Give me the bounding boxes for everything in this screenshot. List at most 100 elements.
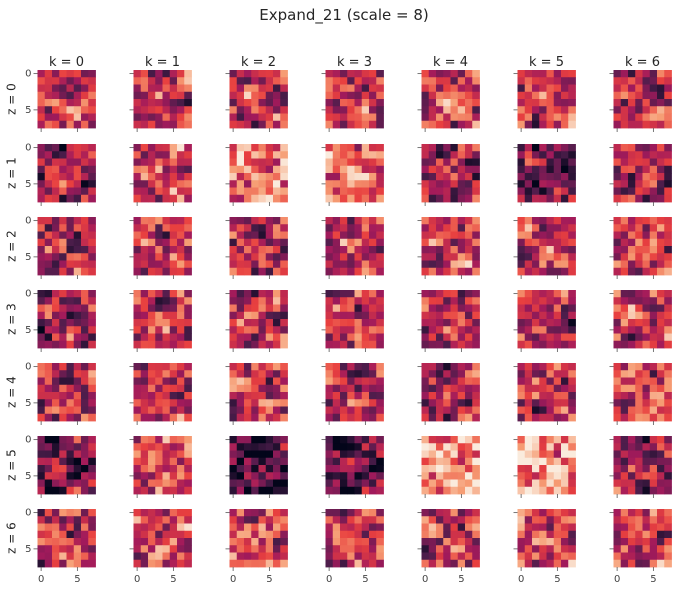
heatmap-cell bbox=[133, 217, 142, 225]
heatmap-cell bbox=[347, 399, 355, 407]
heatmap-cell bbox=[184, 304, 192, 313]
heatmap-cell bbox=[369, 144, 377, 152]
column-label: k = 0 bbox=[49, 55, 84, 70]
heatmap-cell bbox=[133, 326, 142, 334]
heatmap-cell bbox=[553, 84, 562, 93]
heatmap-cell bbox=[664, 370, 672, 378]
heatmap-cell bbox=[347, 392, 355, 400]
heatmap-cell bbox=[66, 472, 75, 480]
heatmap-cell bbox=[44, 377, 53, 386]
heatmap-cell bbox=[236, 363, 245, 371]
heatmap-cell bbox=[52, 290, 60, 298]
heatmap-cell bbox=[546, 91, 555, 100]
heatmap-cell bbox=[532, 77, 540, 85]
y-tick-label: 0 bbox=[25, 435, 31, 446]
heatmap-cell bbox=[649, 326, 658, 334]
heatmap-cell bbox=[369, 120, 377, 129]
heatmap-cell bbox=[613, 70, 622, 78]
heatmap-cell bbox=[184, 326, 192, 334]
heatmap-cell bbox=[236, 311, 245, 320]
heatmap-cell bbox=[273, 173, 281, 181]
heatmap-cell bbox=[52, 436, 60, 444]
heatmap-cell bbox=[66, 326, 75, 334]
heatmap-cell bbox=[635, 311, 643, 320]
heatmap-cell bbox=[81, 290, 89, 298]
heatmap-cell bbox=[620, 450, 629, 459]
heatmap-cell bbox=[140, 340, 149, 349]
heatmap-cell bbox=[229, 392, 238, 400]
heatmap-cell bbox=[613, 399, 622, 407]
heatmap-cell bbox=[421, 413, 430, 422]
heatmap-cell bbox=[44, 253, 53, 261]
heatmap-cell bbox=[244, 340, 252, 349]
heatmap-cell bbox=[325, 370, 334, 378]
heatmap-cell bbox=[354, 340, 363, 349]
heatmap-cell bbox=[325, 70, 334, 78]
heatmap-cell bbox=[37, 545, 46, 553]
heatmap-cell bbox=[184, 77, 192, 85]
heatmap-cell bbox=[177, 443, 185, 451]
heatmap-cell bbox=[340, 91, 348, 100]
heatmap-cell bbox=[436, 187, 444, 196]
heatmap-cell bbox=[251, 413, 259, 422]
heatmap-cell bbox=[37, 340, 46, 349]
heatmap-cell bbox=[73, 465, 82, 473]
heatmap-cell bbox=[229, 158, 238, 167]
heatmap-cell bbox=[140, 450, 149, 459]
heatmap-cell bbox=[229, 559, 238, 568]
heatmap-cell bbox=[162, 165, 171, 174]
heatmap-cell bbox=[169, 165, 178, 174]
heatmap-cell bbox=[457, 538, 466, 546]
heatmap-cell bbox=[539, 238, 547, 247]
heatmap-cell bbox=[81, 530, 89, 539]
heatmap-cell bbox=[428, 91, 437, 100]
heatmap-cell bbox=[162, 333, 171, 342]
heatmap-cell bbox=[44, 260, 53, 269]
heatmap-cell bbox=[628, 538, 636, 546]
heatmap-cell bbox=[59, 311, 67, 320]
heatmap-cell bbox=[354, 238, 363, 247]
heatmap-cell bbox=[265, 99, 274, 107]
heatmap-cell bbox=[546, 559, 555, 568]
heatmap-cell bbox=[88, 99, 96, 107]
heatmap-cell bbox=[428, 370, 437, 378]
heatmap-cell bbox=[568, 340, 576, 349]
heatmap-cell bbox=[273, 443, 281, 451]
heatmap-cell bbox=[376, 530, 384, 539]
heatmap-cell bbox=[517, 326, 526, 334]
heatmap-cell bbox=[436, 120, 444, 129]
heatmap-cell bbox=[140, 267, 149, 276]
heatmap-cell bbox=[59, 106, 67, 114]
heatmap-cell bbox=[66, 392, 75, 400]
heatmap-cell bbox=[66, 231, 75, 240]
heatmap-cell bbox=[73, 113, 82, 122]
heatmap-cell bbox=[539, 552, 547, 561]
heatmap-cell bbox=[251, 173, 259, 181]
heatmap-cell bbox=[148, 84, 156, 93]
heatmap-cell bbox=[546, 319, 555, 327]
heatmap-cell bbox=[332, 443, 341, 451]
heatmap-cell bbox=[265, 530, 274, 539]
heatmap-cell bbox=[376, 231, 384, 240]
heatmap-cell bbox=[332, 290, 341, 298]
heatmap-cell bbox=[635, 319, 643, 327]
heatmap-cell bbox=[361, 304, 370, 313]
heatmap-cell bbox=[546, 436, 555, 444]
row-label: z = 6 bbox=[5, 522, 19, 554]
heatmap-cell bbox=[642, 194, 651, 203]
heatmap-cell bbox=[244, 217, 252, 225]
heatmap-cell bbox=[52, 479, 60, 488]
heatmap-cell bbox=[44, 363, 53, 371]
heatmap-cell bbox=[443, 267, 451, 276]
heatmap-cell bbox=[546, 333, 555, 342]
heatmap-panel bbox=[421, 363, 480, 422]
heatmap-cell bbox=[340, 231, 348, 240]
heatmap-panel bbox=[325, 436, 384, 495]
heatmap-cell bbox=[59, 384, 67, 393]
heatmap-cell bbox=[251, 479, 259, 488]
heatmap-cell bbox=[613, 523, 622, 532]
heatmap-cell bbox=[52, 217, 60, 225]
heatmap-cell bbox=[280, 99, 288, 107]
heatmap-cell bbox=[265, 217, 274, 225]
heatmap-cell bbox=[450, 479, 459, 488]
